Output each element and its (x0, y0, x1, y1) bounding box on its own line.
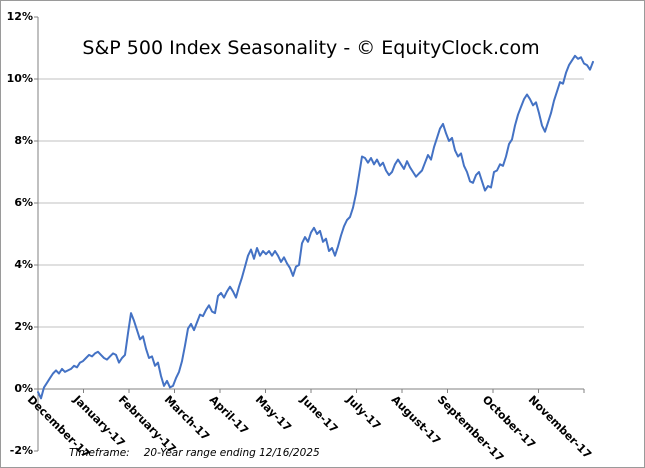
timeframe-value: 20-Year range ending 12/16/2025 (143, 447, 320, 459)
timeframe-label: Timeframe: (69, 447, 130, 459)
seasonality-line (37, 54, 594, 400)
y-tick-label: 4% (14, 258, 33, 271)
y-tick-label: 6% (14, 196, 33, 209)
y-tick-label: 10% (6, 72, 33, 85)
timeframe-note: Timeframe: 20-Year range ending 12/16/202… (69, 447, 320, 459)
y-tick-label: -2% (9, 444, 33, 457)
y-tick-label: 0% (14, 382, 33, 395)
y-tick-label: 2% (14, 320, 33, 333)
y-tick-label: 12% (6, 10, 33, 23)
y-tick-label: 8% (14, 134, 33, 147)
chart-title: S&P 500 Index Seasonality - © EquityCloc… (82, 37, 540, 59)
